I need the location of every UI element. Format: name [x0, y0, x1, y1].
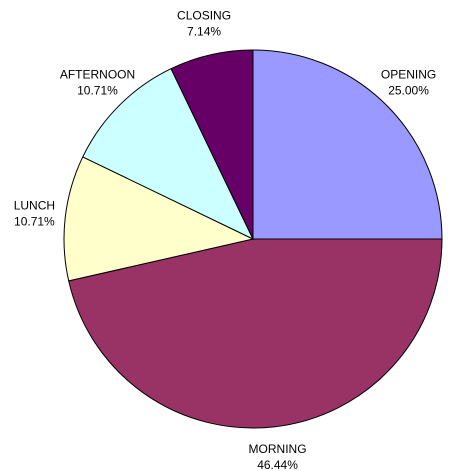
slice-value-label: 46.44% [257, 458, 298, 471]
slice-value-label: 25.00% [388, 84, 429, 98]
pie-slice [170, 49, 254, 240]
slice-value-label: 10.71% [14, 214, 55, 228]
slice-label: CLOSING [177, 9, 231, 23]
slice-label: LUNCH [14, 198, 55, 212]
slice-label: AFTERNOON [60, 68, 135, 82]
pie-slice [68, 238, 443, 429]
slice-value-label: 10.71% [77, 84, 118, 98]
slice-value-label: 7.14% [187, 25, 221, 39]
pie-slice [63, 156, 255, 282]
pie-slice [252, 49, 443, 240]
slice-label: OPENING [381, 68, 436, 82]
slice-label: MORNING [249, 442, 307, 456]
pie-slice [82, 68, 255, 241]
